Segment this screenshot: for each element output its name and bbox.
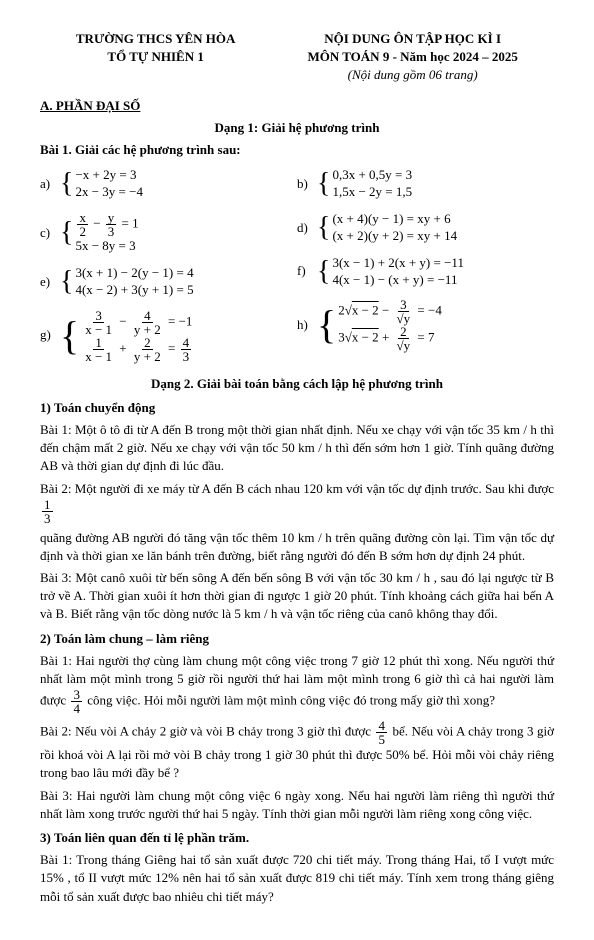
label-d: d)	[297, 219, 317, 237]
sys-g-2: 1x − 1 + 2y + 2 = 43	[81, 336, 193, 363]
sec2-bai3: Bài 3: Hai người làm chung một công việc…	[40, 787, 554, 823]
sys-e-2: 4(x − 2) + 3(y + 1) = 5	[75, 282, 193, 299]
label-b: b)	[297, 175, 317, 193]
label-e: e)	[40, 273, 60, 291]
label-h: h)	[297, 316, 317, 334]
subject-line: MÔN TOÁN 9 - Năm học 2024 – 2025	[271, 48, 554, 66]
dang1-title: Dạng 1: Giải hệ phương trình	[40, 119, 554, 137]
sys-b-1: 0,3x + 0,5y = 3	[332, 167, 412, 184]
bai1-stem: Bài 1. Giải các hệ phương trình sau:	[40, 141, 554, 159]
sys-a-2: 2x − 3y = −4	[75, 184, 143, 201]
sys-f-2: 4(x − 1) − (x + y) = −11	[332, 272, 464, 289]
sec2-title: 2) Toán làm chung – làm riêng	[40, 630, 554, 648]
sec1-bai3: Bài 3: Một canô xuôi từ bến sông A đến b…	[40, 569, 554, 624]
sys-a-1: −x + 2y = 3	[75, 167, 143, 184]
sys-d-2: (x + 2)(y + 2) = xy + 14	[332, 228, 457, 245]
group-name: TỔ TỰ NHIÊN 1	[40, 48, 271, 66]
sec1-bai1: Bài 1: Một ô tô đi từ A đến B trong một …	[40, 421, 554, 476]
dang2-title: Dạng 2. Giải bài toán bằng cách lập hệ p…	[40, 375, 554, 393]
page-header: TRƯỜNG THCS YÊN HÒA TỔ TỰ NHIÊN 1 NỘI DU…	[40, 30, 554, 85]
sys-g-1: 3x − 1 − 4y + 2 = −1	[81, 309, 193, 336]
systems-grid: a) { −x + 2y = 3 2x − 3y = −4 c) { x2 − …	[40, 159, 554, 370]
school-name: TRƯỜNG THCS YÊN HÒA	[40, 30, 271, 48]
label-g: g)	[40, 326, 60, 344]
label-a: a)	[40, 175, 60, 193]
sec3-bai1: Bài 1: Trong tháng Giêng hai tổ sản xuất…	[40, 851, 554, 906]
doc-title: NỘI DUNG ÔN TẬP HỌC KÌ I	[271, 30, 554, 48]
sys-h-2: 3√x − 2 + 2√y = 7	[338, 325, 442, 352]
sys-f-1: 3(x − 1) + 2(x + y) = −11	[332, 255, 464, 272]
sec1-bai2b: quãng đường AB người đó tăng vận tốc thê…	[40, 529, 554, 565]
sec2-bai1: Bài 1: Hai người thợ cùng làm chung một …	[40, 652, 554, 715]
part-a-title: A. PHẦN ĐẠI SỐ	[40, 97, 554, 115]
sys-h-1: 2√x − 2 − 3√y = −4	[338, 298, 442, 325]
label-c: c)	[40, 224, 60, 242]
sys-d-1: (x + 4)(y − 1) = xy + 6	[332, 211, 457, 228]
sec3-title: 3) Toán liên quan đến tỉ lệ phần trăm.	[40, 829, 554, 847]
page-note: (Nội dung gồm 06 trang)	[271, 66, 554, 84]
sys-b-2: 1,5x − 2y = 1,5	[332, 184, 412, 201]
sys-c-2: 5x − 8y = 3	[75, 238, 138, 255]
sec1-title: 1) Toán chuyển động	[40, 399, 554, 417]
label-f: f)	[297, 262, 317, 280]
sys-e-1: 3(x + 1) − 2(y − 1) = 4	[75, 265, 193, 282]
sec1-bai2: Bài 2: Một người đi xe máy từ A đến B cá…	[40, 480, 554, 525]
sec2-bai2: Bài 2: Nếu vòi A chảy 2 giờ và vòi B chả…	[40, 719, 554, 782]
sys-c-1: x2 − y3 = 1	[75, 211, 138, 238]
